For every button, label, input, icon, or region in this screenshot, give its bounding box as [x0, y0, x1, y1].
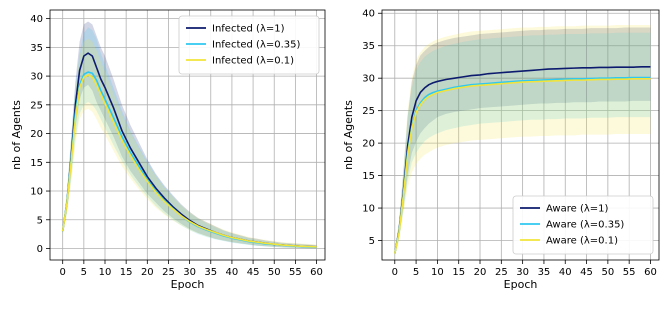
- series-band-3: [62, 38, 317, 249]
- x-tick-label: 50: [268, 267, 281, 278]
- y-tick-label: 35: [30, 43, 43, 54]
- y-tick-label: 15: [30, 158, 43, 169]
- series-band-1: [394, 27, 651, 255]
- x-tick-label: 0: [392, 267, 398, 278]
- x-tick-label: 20: [141, 267, 154, 278]
- x-tick-label: 60: [644, 267, 657, 278]
- series-line-3: [61, 74, 317, 248]
- legend-label-1: Infected (λ=1): [212, 24, 285, 35]
- y-tick-label: 40: [30, 14, 43, 25]
- x-tick-label: 30: [516, 267, 529, 278]
- x-tick-label: 55: [623, 267, 636, 278]
- x-tick-label: 60: [310, 267, 323, 278]
- y-tick-label: 10: [30, 187, 43, 198]
- y-tick-label: 0: [37, 244, 43, 255]
- series-band-1: [62, 21, 317, 249]
- chart-panel-2: 0 5 10 15 20 25 30 35 40 45 50 55 60 5 10 15 20 25 30 35 40 E…: [342, 9, 660, 291]
- y-tick-label: 5: [37, 215, 43, 226]
- series-band-2: [62, 27, 317, 249]
- legend-label-1: Aware (λ=1): [546, 204, 609, 215]
- y-tick-label: 30: [362, 74, 375, 85]
- x-tick-label: 15: [120, 267, 133, 278]
- x-tick-label: 35: [204, 267, 217, 278]
- x-tick-label: 15: [452, 267, 465, 278]
- series-line-2: [393, 76, 651, 254]
- legend: Infected (λ=1) Infected (λ=0.35) Infected …: [178, 15, 320, 75]
- legend-label-2: Infected (λ=0.35): [212, 40, 301, 51]
- x-tick-label: 50: [601, 267, 614, 278]
- y-tick-label: 20: [362, 139, 375, 150]
- x-tick-label: 55: [289, 267, 302, 278]
- legend-box: [178, 15, 320, 75]
- x-tick-label: 5: [81, 267, 87, 278]
- y-tick-label: 10: [362, 204, 375, 215]
- x-tick-label: 10: [431, 267, 444, 278]
- x-tick-label: 5: [413, 267, 419, 278]
- x-tick-label: 10: [99, 267, 112, 278]
- series-line-1: [393, 66, 651, 254]
- x-tick-label: 25: [162, 267, 175, 278]
- y-tick-label: 25: [30, 100, 43, 111]
- x-axis-label: Epoch: [504, 278, 538, 291]
- y-tick-label: 15: [362, 171, 375, 182]
- y-tick-label: 20: [30, 129, 43, 140]
- y-tick-label: 25: [362, 106, 375, 117]
- y-axis-label: nb of Agents: [342, 100, 355, 170]
- y-tick-label: 5: [369, 236, 375, 247]
- series-line-3: [393, 78, 651, 254]
- legend-box: [512, 195, 654, 255]
- x-tick-label: 40: [226, 267, 239, 278]
- plot-frame: [49, 9, 326, 261]
- legend-label-3: Aware (λ=0.1): [546, 236, 618, 247]
- x-tick-label: 25: [495, 267, 508, 278]
- series-band-3: [394, 24, 651, 257]
- plot-frame: [381, 9, 660, 261]
- x-tick-label: 45: [247, 267, 260, 278]
- legend: Aware (λ=1) Aware (λ=0.35) Aware (λ=0.1): [512, 195, 654, 255]
- y-tick-label: 40: [362, 9, 375, 20]
- x-tick-label: 35: [538, 267, 551, 278]
- legend-label-2: Aware (λ=0.35): [546, 220, 624, 231]
- chart-panel-1: 0 5 10 15 20 25 30 35 40 45 50 55 60 0 5 10 15 20 25 30 35 40…: [10, 9, 326, 291]
- legend-label-3: Infected (λ=0.1): [212, 56, 294, 67]
- x-tick-label: 30: [183, 267, 196, 278]
- x-tick-label: 0: [60, 267, 66, 278]
- x-axis-label: Epoch: [171, 278, 205, 291]
- x-tick-label: 20: [474, 267, 487, 278]
- y-tick-label: 35: [362, 41, 375, 52]
- y-tick-label: 30: [30, 72, 43, 83]
- x-tick-label: 40: [559, 267, 572, 278]
- y-axis-label: nb of Agents: [10, 100, 23, 170]
- x-tick-label: 45: [580, 267, 593, 278]
